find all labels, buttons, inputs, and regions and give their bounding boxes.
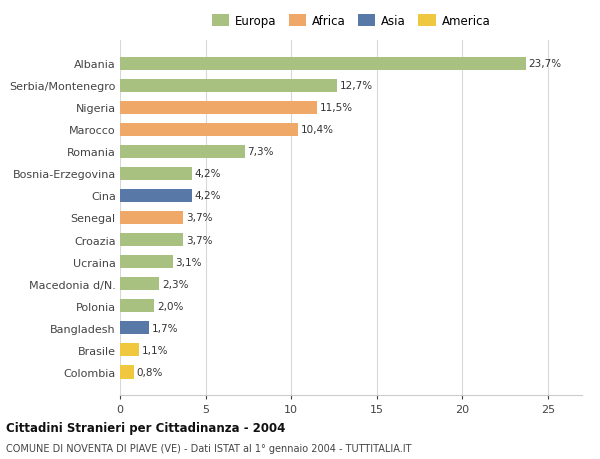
Bar xyxy=(120,212,184,224)
Text: 3,7%: 3,7% xyxy=(186,213,212,223)
Bar xyxy=(120,123,298,137)
Text: 3,1%: 3,1% xyxy=(176,257,202,267)
Bar xyxy=(120,299,154,313)
Bar xyxy=(120,168,192,180)
Bar xyxy=(120,321,149,335)
Legend: Europa, Africa, Asia, America: Europa, Africa, Asia, America xyxy=(208,12,494,32)
Text: 2,0%: 2,0% xyxy=(157,301,183,311)
Bar xyxy=(120,343,139,357)
Bar xyxy=(120,146,245,159)
Text: 10,4%: 10,4% xyxy=(301,125,334,135)
Text: 2,3%: 2,3% xyxy=(162,279,188,289)
Text: 23,7%: 23,7% xyxy=(528,59,561,69)
Text: 0,8%: 0,8% xyxy=(136,367,163,377)
Text: 11,5%: 11,5% xyxy=(319,103,352,113)
Bar xyxy=(120,277,160,291)
Bar xyxy=(120,57,526,71)
Bar xyxy=(120,365,134,379)
Text: 4,2%: 4,2% xyxy=(194,191,221,201)
Bar xyxy=(120,79,337,93)
Text: 3,7%: 3,7% xyxy=(186,235,212,245)
Text: 12,7%: 12,7% xyxy=(340,81,373,91)
Text: 4,2%: 4,2% xyxy=(194,169,221,179)
Text: COMUNE DI NOVENTA DI PIAVE (VE) - Dati ISTAT al 1° gennaio 2004 - TUTTITALIA.IT: COMUNE DI NOVENTA DI PIAVE (VE) - Dati I… xyxy=(6,443,412,453)
Bar xyxy=(120,101,317,115)
Text: 7,3%: 7,3% xyxy=(247,147,274,157)
Text: Cittadini Stranieri per Cittadinanza - 2004: Cittadini Stranieri per Cittadinanza - 2… xyxy=(6,421,286,434)
Text: 1,7%: 1,7% xyxy=(152,323,178,333)
Bar xyxy=(120,234,184,246)
Bar xyxy=(120,190,192,202)
Bar xyxy=(120,256,173,269)
Text: 1,1%: 1,1% xyxy=(142,345,168,355)
